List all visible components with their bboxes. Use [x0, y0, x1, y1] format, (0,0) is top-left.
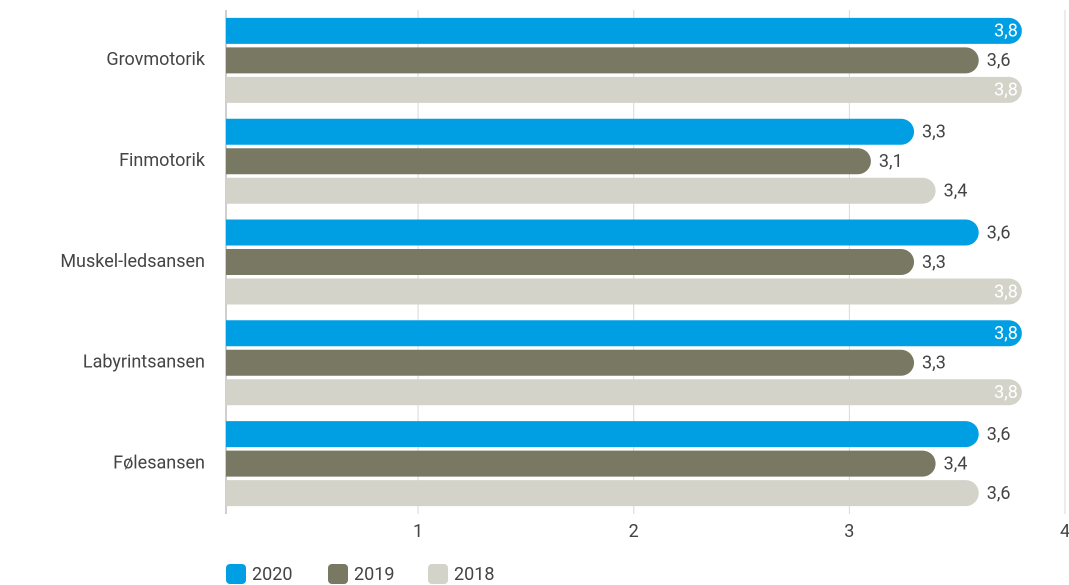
y-tick-label: Grovmotorik [106, 49, 206, 70]
y-tick-label: Følesansen [113, 452, 205, 473]
data-label: 3,8 [994, 323, 1018, 344]
y-tick-label: Labyrintsansen [83, 352, 205, 373]
data-label: 3,3 [922, 353, 946, 374]
legend-label: 2020 [252, 564, 292, 585]
data-label: 3,6 [987, 424, 1011, 445]
data-label: 3,4 [944, 180, 968, 201]
bar [226, 118, 915, 145]
bar [226, 349, 915, 376]
data-label: 3,3 [922, 121, 946, 142]
bar [226, 320, 1022, 347]
data-label: 3,1 [879, 151, 903, 172]
bar [226, 278, 1022, 305]
data-label: 3,6 [987, 222, 1011, 243]
legend-label: 2019 [354, 564, 394, 585]
data-label: 3,8 [994, 21, 1018, 42]
data-label: 3,4 [944, 453, 968, 474]
x-tick-label: 3 [844, 521, 854, 542]
data-label: 3,8 [994, 80, 1018, 101]
data-label: 3,8 [994, 382, 1018, 403]
legend-swatch [226, 564, 246, 584]
bar [226, 249, 915, 275]
x-tick-label: 2 [629, 521, 639, 542]
data-label: 3,3 [922, 252, 946, 273]
data-label: 3,6 [987, 483, 1011, 504]
bar [226, 450, 936, 477]
data-label: 3,8 [994, 281, 1018, 302]
y-tick-label: Muskel-ledsansen [60, 251, 205, 272]
bar [226, 177, 936, 204]
bar [226, 148, 871, 175]
bar [226, 76, 1022, 103]
bar [226, 219, 979, 246]
bar [226, 47, 979, 74]
data-label: 3,6 [987, 50, 1011, 71]
bar [226, 421, 979, 448]
legend-swatch [328, 564, 348, 584]
legend-label: 2018 [454, 564, 494, 585]
bar [226, 480, 979, 507]
bar [226, 379, 1022, 406]
y-tick-label: Finmotorik [119, 150, 206, 171]
legend-swatch [428, 564, 448, 584]
x-tick-label: 4 [1060, 521, 1069, 542]
x-tick-label: 1 [413, 521, 423, 542]
bar [226, 17, 1022, 44]
